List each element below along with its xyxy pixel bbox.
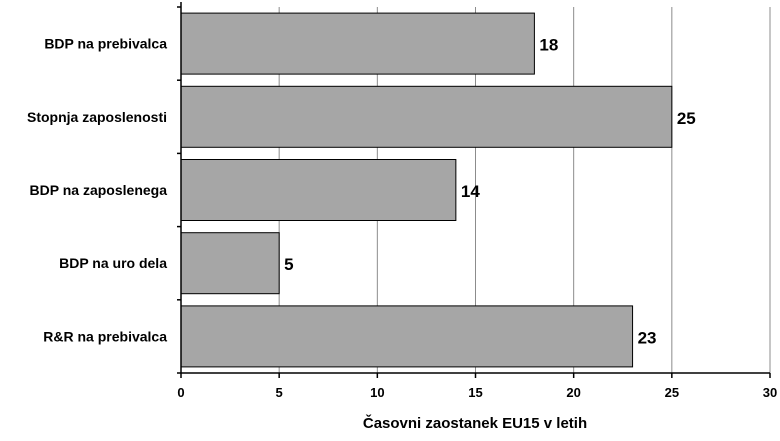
data-label-4: 5 — [284, 255, 293, 274]
x-tick-label-30: 30 — [763, 385, 777, 400]
x-tick-label-25: 25 — [665, 385, 679, 400]
x-tick-label-20: 20 — [566, 385, 580, 400]
category-label-3: BDP na zaposlenega — [30, 182, 168, 198]
x-axis-title: Časovni zaostanek EU15 v letih — [363, 414, 587, 432]
data-label-1: 18 — [539, 36, 558, 55]
data-label-5: 23 — [638, 328, 657, 347]
bar-3 — [180, 159, 457, 221]
x-tick-label-0: 0 — [177, 385, 184, 400]
data-label-3: 14 — [461, 182, 480, 201]
category-label-2: Stopnja zaposlenosti — [27, 109, 167, 125]
x-tick-label-15: 15 — [468, 385, 482, 400]
bar-4 — [180, 232, 280, 295]
bar-5 — [180, 305, 634, 368]
bar-2 — [180, 85, 673, 148]
axes: BDP na prebivalca Stopnja zaposlenosti BDP… — [27, 2, 777, 400]
category-label-4: BDP na uro dela — [59, 255, 167, 271]
data-label-2: 25 — [677, 109, 696, 128]
x-tick-label-5: 5 — [276, 385, 283, 400]
bars: 18 25 14 5 23 — [180, 12, 696, 368]
category-label-5: R&R na prebivalca — [43, 328, 167, 344]
x-tick-label-10: 10 — [370, 385, 384, 400]
category-label-1: BDP na prebivalca — [44, 36, 167, 52]
bar-1 — [180, 12, 535, 75]
